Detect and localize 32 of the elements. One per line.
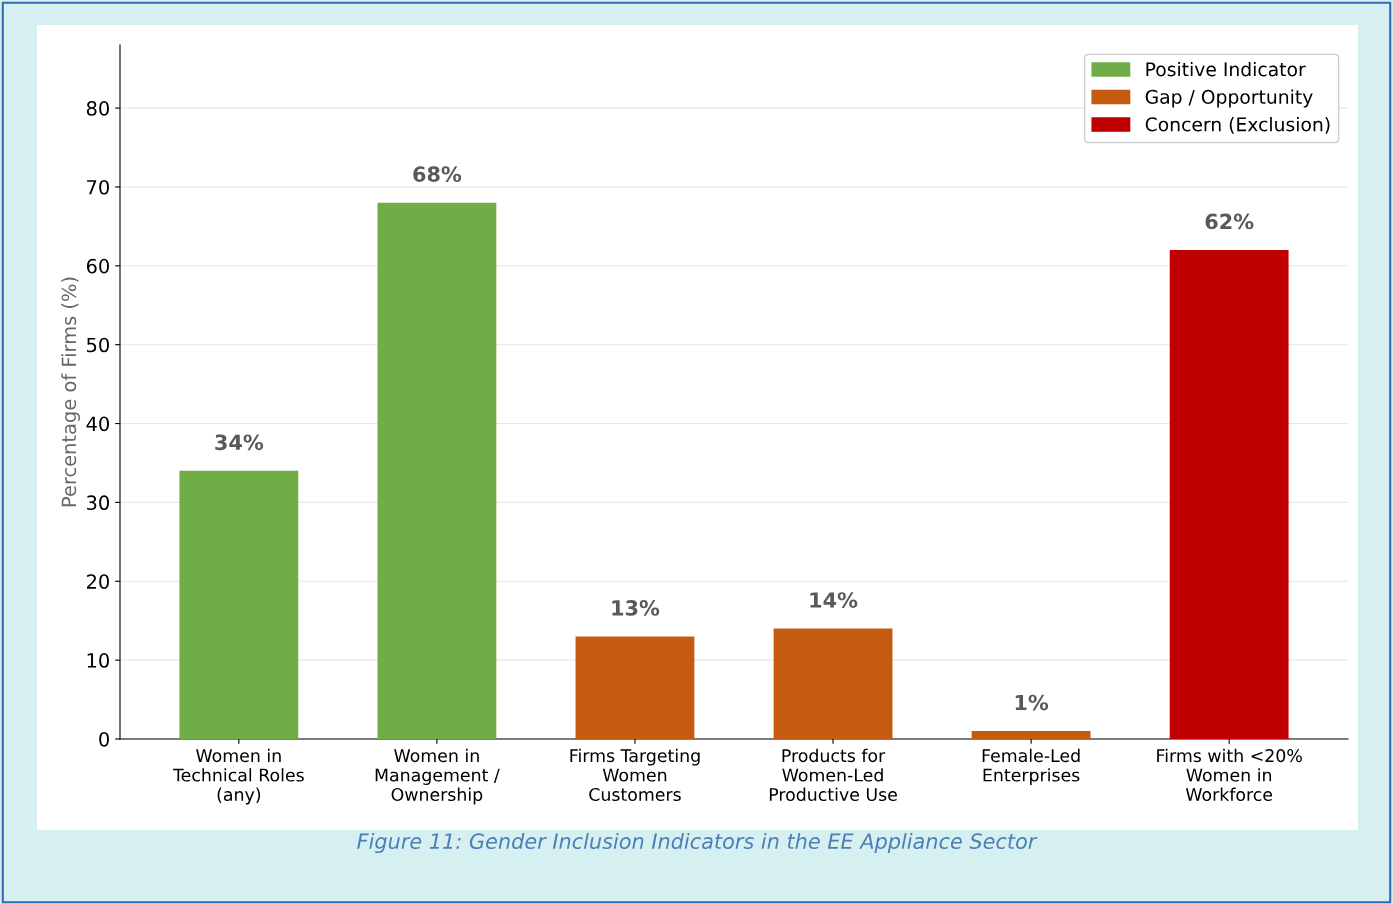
data-label: 14% <box>810 592 858 608</box>
data-label: 34% <box>215 434 264 451</box>
legend-label: Gap / Opportunity <box>1145 89 1313 108</box>
y-tick-label: 70 <box>87 179 109 195</box>
y-tick-label: 30 <box>87 495 109 511</box>
bar <box>179 470 299 739</box>
x-tick-label: Firms with <20% Women in Workforce <box>1157 748 1302 802</box>
x-tick-label: Women in Management / Ownership <box>375 748 500 805</box>
bar <box>1169 250 1289 739</box>
bar <box>575 636 695 739</box>
caption: Figure 11: Gender Inclusion Indicators in the EE Appliance Sector <box>357 832 1038 854</box>
x-tick-label: Firms Targeting Women Customers <box>570 748 700 802</box>
data-label: 13% <box>612 600 660 616</box>
y-tick-label: 80 <box>86 101 109 116</box>
y-axis-title: Percentage of Firms (%) <box>61 277 80 507</box>
data-label: 62% <box>1205 213 1254 230</box>
y-tick-label: 40 <box>86 416 109 432</box>
bar <box>773 628 893 739</box>
x-tick-label: Products for Women-Led Productive Use <box>769 748 897 802</box>
y-tick-label: 20 <box>86 574 109 589</box>
legend-label: Positive Indicator <box>1146 61 1306 77</box>
y-tick-label: 0 <box>99 731 109 747</box>
bar <box>971 731 1091 739</box>
legend-label: Concern (Exclusion) <box>1145 116 1330 134</box>
x-tick-label: Female-Led Enterprises <box>982 748 1080 785</box>
y-tick-label: 50 <box>87 337 109 353</box>
bar <box>377 202 497 739</box>
data-label: 68% <box>413 166 462 183</box>
x-tick-label: Women in Technical Roles (any) <box>172 748 304 805</box>
y-tick-label: 60 <box>86 258 109 274</box>
y-tick-label: 10 <box>87 653 109 668</box>
data-label: 1% <box>1015 694 1049 711</box>
